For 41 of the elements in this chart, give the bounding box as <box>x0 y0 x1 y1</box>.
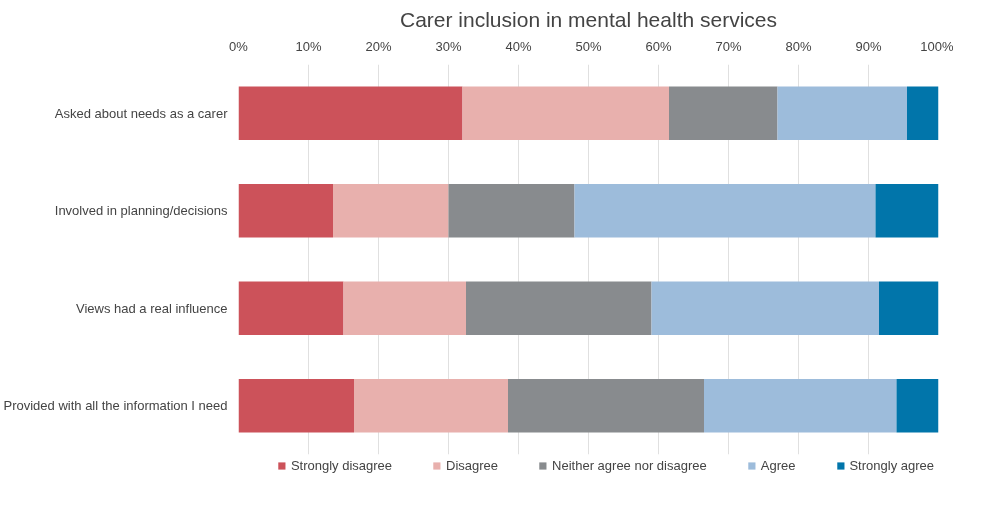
bar <box>669 86 778 141</box>
bar <box>508 378 704 433</box>
bar <box>238 86 463 141</box>
x-tick-label: 40% <box>505 38 532 54</box>
bar <box>238 281 344 336</box>
bar <box>875 183 939 238</box>
bar <box>238 183 333 238</box>
legend-label: Agree <box>760 458 796 473</box>
bar <box>238 378 354 433</box>
chart-title: Carer inclusion in mental health services <box>400 7 778 31</box>
bar <box>704 378 897 433</box>
bar <box>343 281 466 336</box>
x-tick-label: 20% <box>365 38 392 54</box>
bar <box>466 281 652 336</box>
legend-label: Strongly agree <box>849 458 934 473</box>
bar <box>574 183 876 238</box>
bar <box>462 86 669 141</box>
x-tick-label: 90% <box>855 38 882 54</box>
bar <box>333 183 449 238</box>
bar <box>777 86 907 141</box>
x-tick-label: 70% <box>715 38 742 54</box>
y-tick-label: Views had a real influence <box>75 300 228 316</box>
legend-label: Strongly disagree <box>290 458 393 473</box>
bar <box>354 378 508 433</box>
x-tick-label: 30% <box>435 38 462 54</box>
y-tick-label: Involved in planning/decisions <box>54 203 228 219</box>
x-tick-label: 100% <box>920 38 954 54</box>
bar <box>879 281 939 336</box>
bar <box>907 86 939 141</box>
y-tick-label: Asked about needs as a carer <box>54 105 229 121</box>
bar <box>896 378 939 433</box>
legend-label: Disagree <box>446 458 499 473</box>
y-tick-label: Provided with all the information I need <box>3 398 228 414</box>
legend-label: Neither agree nor disagree <box>552 458 707 473</box>
x-tick-label: 50% <box>575 38 602 54</box>
x-tick-label: 0% <box>229 38 249 54</box>
bar <box>448 183 575 238</box>
x-tick-label: 60% <box>645 38 672 54</box>
x-tick-label: 10% <box>295 38 322 54</box>
bar <box>651 281 879 336</box>
x-tick-label: 80% <box>785 38 812 54</box>
